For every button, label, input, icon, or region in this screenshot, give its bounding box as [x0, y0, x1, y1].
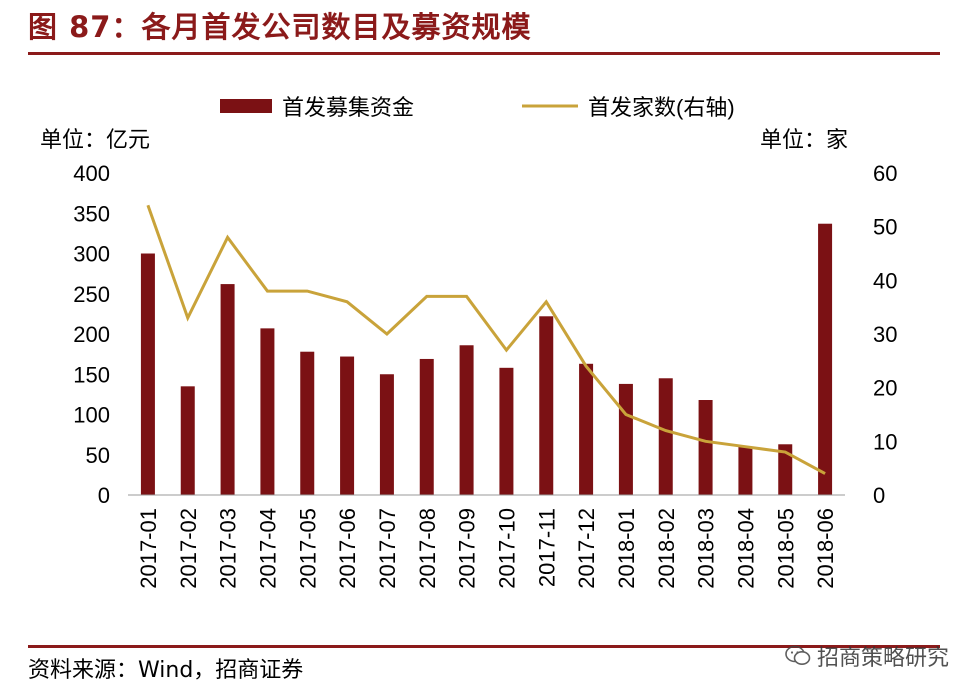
right-tick-label: 50 — [873, 215, 897, 240]
left-tick-label: 350 — [73, 201, 110, 226]
bar — [419, 358, 434, 495]
left-tick-label: 400 — [73, 161, 110, 186]
x-tick-label: 2017-12 — [574, 508, 599, 589]
x-tick-label: 2017-03 — [216, 508, 241, 589]
left-tick-label: 100 — [73, 403, 110, 428]
right-tick-label: 20 — [873, 376, 897, 401]
watermark: 招商策略研究 — [785, 640, 949, 672]
bar — [738, 446, 753, 495]
bar — [778, 444, 793, 495]
x-tick-label: 2018-06 — [813, 508, 838, 589]
right-tick-label: 10 — [873, 429, 897, 454]
left-tick-label: 50 — [86, 443, 110, 468]
source-note: 资料来源：Wind，招商证券 — [28, 658, 304, 683]
line-series — [146, 204, 826, 475]
bar — [379, 374, 394, 495]
x-tick-label: 2017-11 — [534, 508, 559, 587]
bar — [579, 363, 594, 495]
bar — [698, 400, 713, 495]
x-tick-label: 2017-05 — [295, 508, 320, 589]
bar — [459, 345, 474, 495]
bar — [618, 383, 633, 495]
x-tick-label: 2018-01 — [614, 508, 639, 589]
x-tick-label: 2017-09 — [455, 508, 480, 589]
bar — [260, 328, 275, 495]
legend-line-label: 首发家数(右轴) — [588, 95, 735, 120]
figure-title: 图 87：各月首发公司数目及募资规模 — [28, 10, 532, 44]
right-tick-label: 30 — [873, 322, 897, 347]
bar — [300, 351, 315, 495]
right-axis-unit: 单位：家 — [760, 128, 849, 153]
right-tick-label: 60 — [873, 161, 897, 186]
x-tick-label: 2017-06 — [335, 508, 360, 589]
wechat-icon — [785, 645, 811, 665]
x-tick-label: 2017-02 — [176, 508, 201, 589]
left-tick-label: 200 — [73, 322, 110, 347]
right-tick-label: 40 — [873, 268, 897, 293]
chart: 首发募集资金 首发家数(右轴) 0 50 100 150 200 250 300 350 400 0 1… — [73, 95, 897, 589]
left-tick-label: 0 — [98, 483, 110, 508]
bar — [539, 316, 554, 495]
bar — [140, 253, 155, 495]
source-rule — [28, 645, 940, 648]
x-tick-label: 2017-04 — [255, 508, 280, 589]
x-tick-label: 2017-08 — [415, 508, 440, 589]
x-tick-label: 2018-02 — [654, 508, 679, 589]
x-tick-label: 2018-05 — [773, 508, 798, 589]
bar — [499, 367, 514, 495]
left-tick-label: 300 — [73, 242, 110, 267]
left-axis-unit: 单位：亿元 — [40, 128, 151, 153]
left-tick-label: 250 — [73, 282, 110, 307]
bar — [818, 223, 833, 495]
watermark-text: 招商策略研究 — [816, 646, 949, 671]
legend-bar-label: 首发募集资金 — [282, 95, 414, 120]
legend-bar-swatch — [220, 99, 272, 113]
bar — [180, 386, 195, 495]
x-tick-label: 2017-07 — [375, 508, 400, 589]
bar — [220, 284, 235, 495]
left-tick-label: 150 — [73, 362, 110, 387]
x-tick-label: 2017-10 — [494, 508, 519, 589]
bar — [340, 356, 355, 495]
x-tick-label: 2017-01 — [136, 508, 161, 589]
right-tick-label: 0 — [873, 483, 885, 508]
title-rule — [28, 52, 940, 55]
x-tick-label: 2018-03 — [694, 508, 719, 589]
bar — [658, 378, 673, 495]
x-tick-label: 2018-04 — [733, 508, 758, 589]
